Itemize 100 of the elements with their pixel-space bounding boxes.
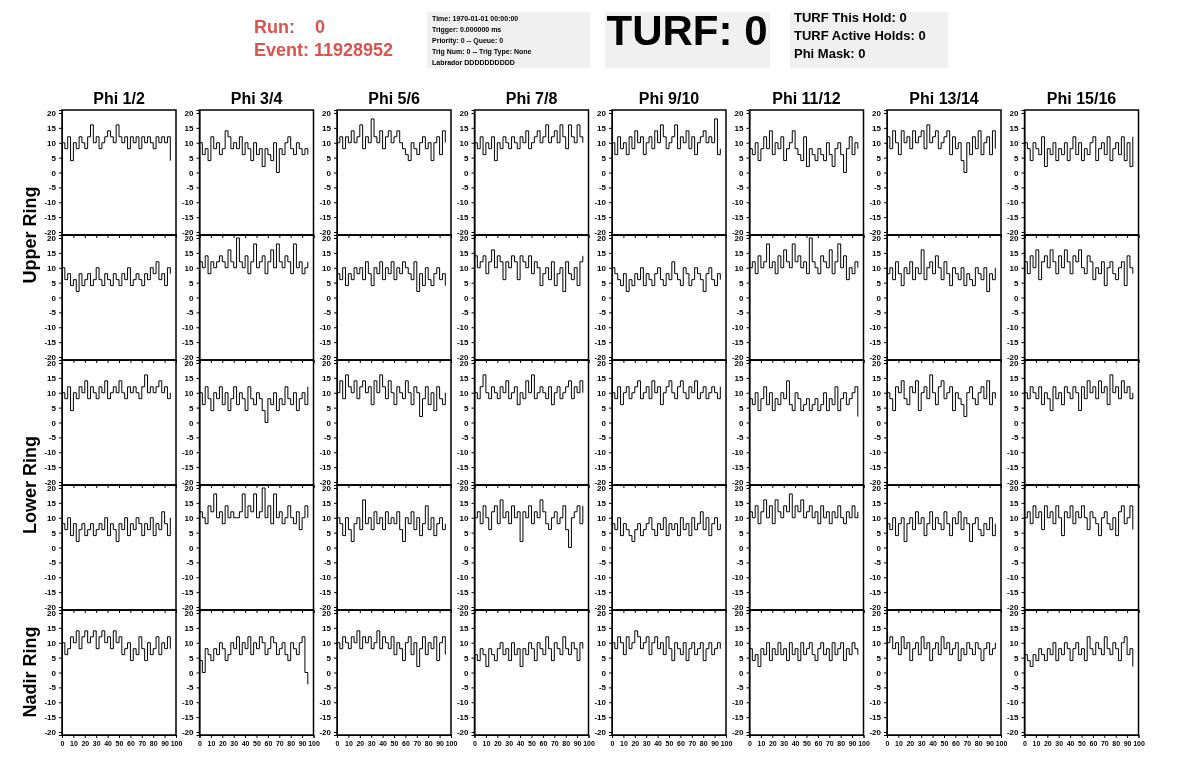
y-tick-label: -15 <box>456 213 470 223</box>
y-tick-label: 20 <box>1009 484 1020 494</box>
y-tick-label: 10 <box>459 638 470 648</box>
y-tick-label: 5 <box>326 528 332 538</box>
y-tick-label: 10 <box>184 388 195 398</box>
y-tick-label: 0 <box>1014 168 1020 178</box>
y-tick-label: 0 <box>51 168 57 178</box>
y-tick-label: -5 <box>1011 683 1020 693</box>
y-tick-label: 10 <box>597 513 607 523</box>
y-tick-label: 5 <box>876 528 882 538</box>
y-tick-label: -10 <box>869 198 882 208</box>
y-tick-label: -5 <box>736 183 745 193</box>
y-tick-label: 20 <box>459 234 470 244</box>
y-tick-label: 10 <box>872 138 882 148</box>
y-tick-label: 20 <box>734 109 745 119</box>
y-tick-label: 0 <box>51 543 57 553</box>
text: TURF This Hold: 0 <box>794 10 907 25</box>
y-tick-label: -15 <box>731 213 745 223</box>
y-tick-label: 5 <box>51 153 57 163</box>
y-tick-label: 20 <box>184 109 195 119</box>
y-tick-label: -10 <box>1006 198 1020 208</box>
y-tick-label: -5 <box>461 683 470 693</box>
y-tick-label: 5 <box>464 653 470 663</box>
y-tick-label: 15 <box>597 248 607 258</box>
y-tick-label: 10 <box>1009 638 1020 648</box>
y-tick-label: -5 <box>736 683 745 693</box>
y-tick-label: 10 <box>47 513 57 523</box>
y-tick-label: 15 <box>47 123 57 133</box>
y-tick-label: 20 <box>597 234 607 244</box>
y-tick-label: 10 <box>1009 138 1020 148</box>
y-tick-label: 10 <box>184 638 195 648</box>
y-tick-label: 15 <box>597 623 607 633</box>
y-tick-label: 20 <box>322 234 332 244</box>
y-tick-label: 10 <box>734 638 745 648</box>
y-tick-label: 5 <box>876 153 882 163</box>
y-tick-label: 5 <box>876 278 882 288</box>
y-tick-label: -10 <box>869 323 882 333</box>
y-tick-label: 5 <box>739 278 745 288</box>
y-tick-label: -5 <box>598 183 607 193</box>
y-tick-label: -10 <box>44 323 57 333</box>
y-tick-label: 20 <box>459 609 470 619</box>
y-tick-label: -5 <box>186 308 195 318</box>
y-tick-label: 10 <box>597 263 607 273</box>
y-tick-label: -15 <box>1006 588 1020 598</box>
y-tick-label: 20 <box>47 359 57 369</box>
y-tick-label: 20 <box>1009 234 1020 244</box>
y-tick-label: 10 <box>872 513 882 523</box>
y-tick-label: 5 <box>1014 403 1020 413</box>
y-tick-label: 15 <box>322 623 332 633</box>
y-tick-label: 5 <box>601 278 607 288</box>
y-tick-label: 0 <box>326 668 332 678</box>
text: Run: 0 <box>254 17 325 37</box>
y-tick-label: 0 <box>464 668 470 678</box>
y-tick-label: -10 <box>44 698 57 708</box>
y-tick-label: -20 <box>44 728 57 738</box>
y-tick-label: 20 <box>1009 359 1020 369</box>
y-tick-label: -10 <box>181 698 195 708</box>
y-tick-label: -15 <box>731 588 745 598</box>
y-tick-label: 10 <box>322 263 332 273</box>
y-tick-label: 20 <box>872 234 882 244</box>
y-tick-label: 0 <box>739 418 745 428</box>
y-tick-label: 0 <box>1014 418 1020 428</box>
y-tick-label: -10 <box>869 698 882 708</box>
y-tick-label: 10 <box>184 513 195 523</box>
y-tick-label: 10 <box>47 638 57 648</box>
y-tick-label: -5 <box>186 183 195 193</box>
y-tick-label: -10 <box>456 698 470 708</box>
y-tick-label: 10 <box>47 138 57 148</box>
y-tick-label: -15 <box>181 713 195 723</box>
y-tick-label: -5 <box>323 433 332 443</box>
y-tick-label: 0 <box>326 543 332 553</box>
y-tick-label: 5 <box>601 653 607 663</box>
y-tick-label: -15 <box>869 213 882 223</box>
y-tick-label: 15 <box>1009 123 1020 133</box>
y-tick-label: 15 <box>734 373 745 383</box>
y-tick-label: 0 <box>51 418 57 428</box>
y-tick-label: 15 <box>734 123 745 133</box>
y-tick-label: 10 <box>459 388 470 398</box>
y-tick-label: -15 <box>44 713 57 723</box>
y-tick-label: 15 <box>322 373 332 383</box>
y-tick-label: 5 <box>601 153 607 163</box>
y-tick-label: 0 <box>51 668 57 678</box>
y-tick-label: -10 <box>1006 323 1020 333</box>
y-tick-label: 10 <box>47 388 57 398</box>
chart-title: Phi 15/16 <box>1046 90 1117 107</box>
y-tick-label: -10 <box>594 698 607 708</box>
text: Nadir Ring <box>20 626 40 718</box>
text: TURF: 0 <box>606 7 768 54</box>
y-tick-label: -10 <box>44 448 57 458</box>
y-tick-label: 5 <box>464 528 470 538</box>
y-tick-label: 5 <box>1014 653 1020 663</box>
text: Event: 11928952 <box>254 40 394 60</box>
y-tick-label: -5 <box>48 308 57 318</box>
y-tick-label: -10 <box>869 573 882 583</box>
y-tick-label: -5 <box>598 558 607 568</box>
y-tick-label: 5 <box>189 653 195 663</box>
y-tick-label: 5 <box>464 153 470 163</box>
y-tick-label: 0 <box>1014 668 1020 678</box>
y-tick-label: 10 <box>47 263 57 273</box>
y-tick-label: 20 <box>872 359 882 369</box>
